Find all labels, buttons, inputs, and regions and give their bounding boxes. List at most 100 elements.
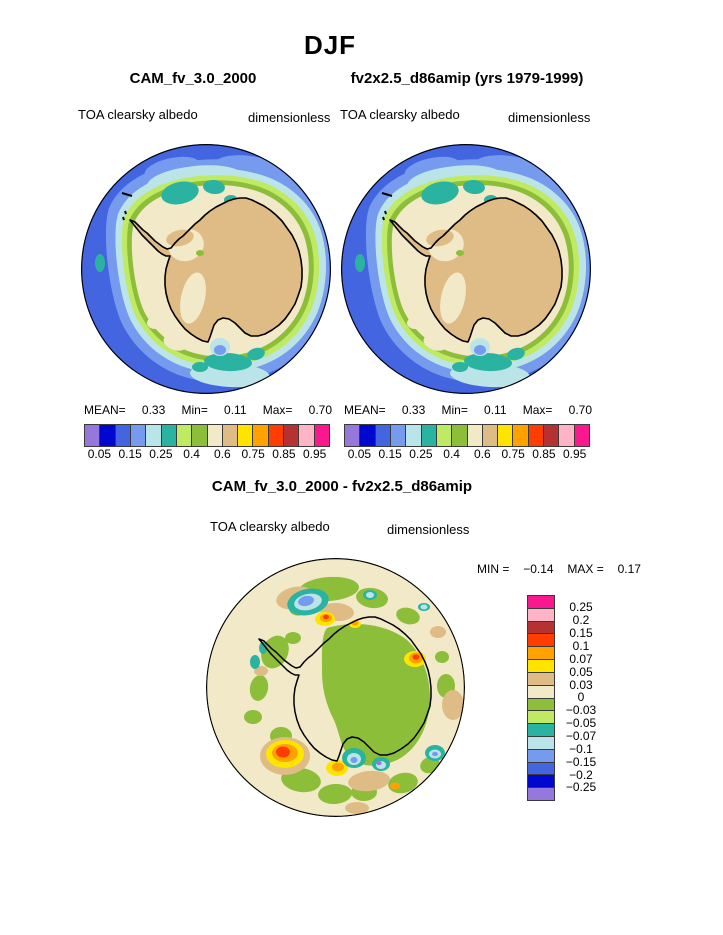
diff-units-label: dimensionless (387, 522, 470, 537)
max-label: Max= (522, 403, 553, 417)
colorbar-cell (527, 659, 555, 673)
colorbar-cell (558, 424, 575, 447)
colorbar-cell (252, 424, 269, 447)
map-boundary-circle (81, 144, 331, 394)
colorbar-cell (527, 748, 555, 763)
colorbar-tick-label: 0.85 (272, 447, 296, 461)
colorbar-cell (527, 595, 555, 609)
colorbar-tick-label: 0.03 (569, 677, 593, 692)
min-label: Min= (181, 403, 208, 417)
diff-colorbar (527, 595, 555, 801)
colorbar-cell (481, 424, 499, 447)
colorbar-cell (527, 607, 555, 622)
colorbar-cell (237, 424, 254, 447)
albedo-ticks-right: 0.05 0.15 0.25 0.4 0.6 0.75 0.85 0.95 (344, 447, 590, 461)
max-label: Max= (262, 403, 293, 417)
albedo-map-right (340, 143, 592, 395)
colorbar-tick-label: 0.95 (302, 447, 327, 461)
mean-label: MEAN= (84, 403, 126, 417)
colorbar-cell (221, 424, 239, 447)
mean-value: 0.33 (401, 403, 426, 417)
colorbar-tick-label: 0.4 (183, 447, 200, 461)
contour-region-teal-patches (95, 179, 265, 372)
albedo-colorbar-left (84, 424, 330, 447)
diff-min-value: −0.14 (523, 562, 554, 576)
colorbar-cell (389, 424, 407, 447)
colorbar-tick-label: 0.4 (443, 447, 460, 461)
panel-title-right: fv2x2.5_d86amip (yrs 1979-1999) (350, 70, 584, 87)
colorbar-cell (435, 424, 453, 447)
mean-value: 0.33 (141, 403, 166, 417)
colorbar-tick-label: 0.05 (569, 664, 593, 679)
diff-minmax-row: MIN = −0.14 MAX = 0.17 (477, 562, 641, 576)
mean-label: MEAN= (344, 403, 386, 417)
min-label: Min= (441, 403, 468, 417)
panel-title-left: CAM_fv_3.0_2000 (129, 70, 257, 87)
max-value: 0.70 (568, 403, 592, 417)
colorbar-cell (497, 424, 514, 447)
colorbar-cell (359, 424, 376, 447)
colorbar-cell (283, 424, 300, 447)
colorbar-tick-label: 0.6 (214, 447, 231, 461)
colorbar-cell (114, 424, 131, 447)
colorbar-cell (84, 424, 101, 447)
colorbar-tick-label: −0.25 (565, 780, 597, 795)
diff-colorbar-ticks: 0.25 0.2 0.15 0.1 0.07 0.05 0.03 0 −0.03 −0.05 −0.… (555, 601, 607, 794)
colorbar-tick-label: 0.6 (474, 447, 491, 461)
colorbar-cell (527, 761, 555, 776)
interior-olive-dot (196, 250, 204, 256)
colorbar-cell (191, 424, 208, 447)
colorbar-cell (527, 633, 555, 648)
colorbar-cell (527, 684, 555, 699)
variable-label-right: TOA clearsky albedo (340, 107, 460, 122)
colorbar-tick-label: 0.2 (572, 613, 590, 628)
colorbar-tick-label: 0.05 (87, 447, 112, 461)
colorbar-tick-label: 0.15 (378, 447, 402, 461)
colorbar-cell (374, 424, 391, 447)
max-value: 0.70 (308, 403, 332, 417)
colorbar-cell (527, 697, 555, 712)
colorbar-cell (298, 424, 315, 447)
colorbar-cell (527, 774, 555, 789)
colorbar-cell (160, 424, 177, 447)
colorbar-tick-label: 0.1 (572, 639, 590, 653)
colorbar-cell (527, 424, 545, 447)
colorbar-tick-label: 0.25 (409, 447, 433, 461)
diff-min-label: MIN = (477, 562, 510, 576)
colorbar-tick-label: 0.25 (569, 600, 593, 615)
colorbar-cell (527, 735, 555, 750)
diff-variable-label: TOA clearsky albedo (210, 519, 330, 534)
colorbar-tick-label: 0.75 (501, 447, 525, 461)
colorbar-cell (405, 424, 422, 447)
colorbar-cell (267, 424, 285, 447)
colorbar-cell (512, 424, 529, 447)
stats-row-left: MEAN= 0.33 Min= 0.11 Max= 0.70 (84, 403, 332, 417)
colorbar-cell (451, 424, 468, 447)
colorbar-cell (573, 424, 590, 447)
colorbar-tick-label: −0.05 (565, 716, 597, 731)
colorbar-cell (527, 710, 555, 725)
diff-region-cornflower (298, 595, 438, 763)
colorbar-cell (145, 424, 162, 447)
colorbar-tick-label: −0.03 (565, 703, 597, 718)
colorbar-tick-label: 0.07 (569, 651, 593, 666)
min-value: 0.11 (484, 403, 507, 417)
colorbar-tick-label: 0.75 (241, 447, 265, 461)
colorbar-cell (527, 787, 555, 801)
colorbar-cell (420, 424, 437, 447)
colorbar-cell (527, 646, 555, 661)
ross-sea-pocket (210, 338, 230, 356)
colorbar-cell (543, 424, 560, 447)
variable-label-left: TOA clearsky albedo (78, 107, 198, 122)
colorbar-cell (175, 424, 193, 447)
difference-map (206, 558, 465, 817)
diff-region-red (276, 614, 420, 758)
diff-max-label: MAX = (567, 562, 604, 576)
small-islands (121, 192, 133, 221)
diff-boundary-circle (206, 558, 465, 817)
albedo-colorbar-right (344, 424, 590, 447)
colorbar-cell (206, 424, 223, 447)
units-label-right: dimensionless (508, 110, 591, 125)
colorbar-tick-label: 0.95 (562, 447, 587, 461)
albedo-ticks-left: 0.05 0.15 0.25 0.4 0.6 0.75 0.85 0.95 (84, 447, 330, 461)
